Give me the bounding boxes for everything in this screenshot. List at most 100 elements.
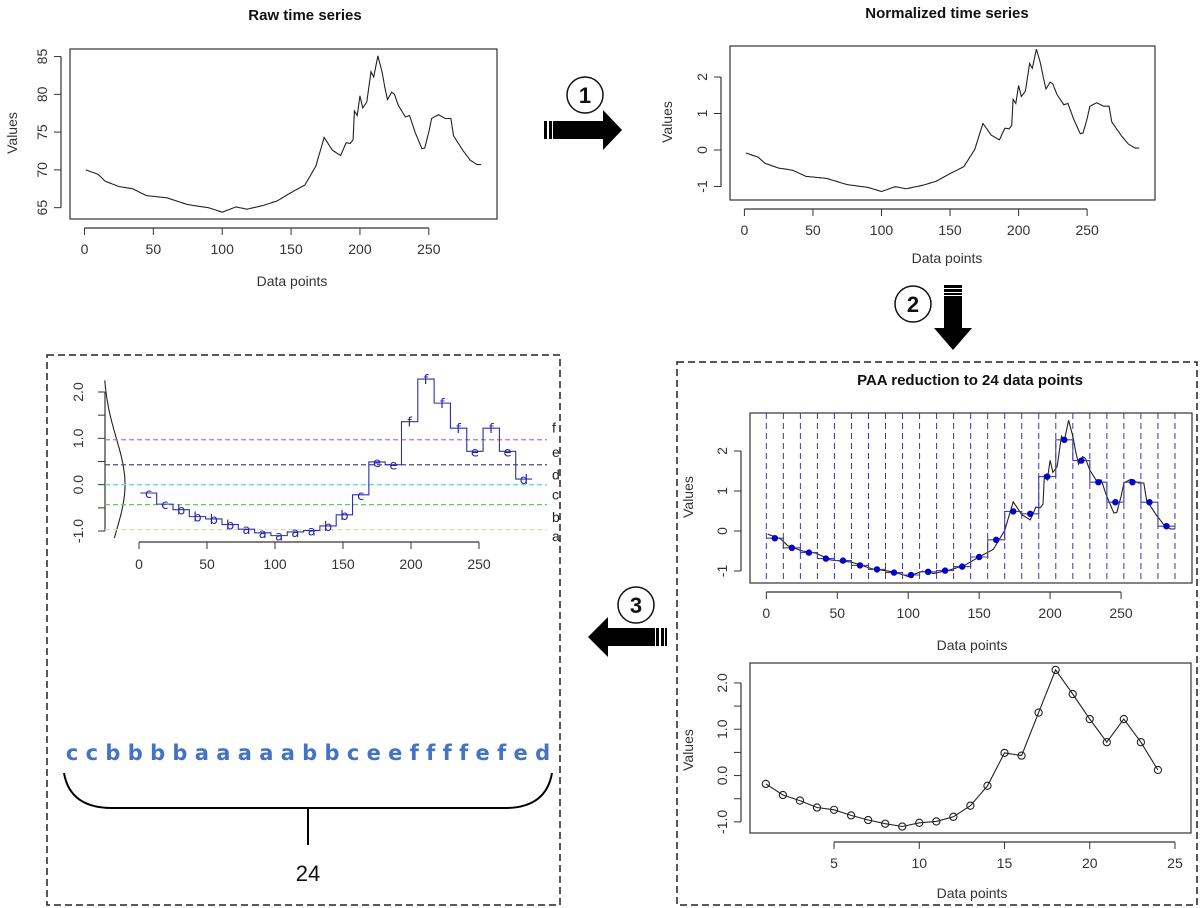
normalized-x-tick-label: 0 <box>740 222 748 238</box>
normalized-axes: 0 50 100 150 200 250 -1 0 1 2 <box>694 45 1156 238</box>
points-axes: 5 10 15 20 25 -1.0 0.0 1.0 2.0 <box>714 662 1192 871</box>
paa-point <box>1146 499 1153 506</box>
paa-chart-title: PAA reduction to 24 data points <box>857 372 1083 389</box>
paa-value-point <box>1000 748 1009 758</box>
raw-y-tick-label: 65 <box>34 200 50 216</box>
paa-value-point <box>795 796 805 805</box>
right-arrow-icon <box>556 110 622 150</box>
alphabet-label: b <box>552 509 560 525</box>
sax-y-tick-label: 0.0 <box>70 475 86 495</box>
paa-x-tick-label: 50 <box>829 605 845 621</box>
normalized-series-line <box>745 48 1140 193</box>
sax-symbol-label: b <box>226 519 234 534</box>
paa-x-tick-label: 200 <box>1038 605 1062 621</box>
paa-point <box>941 567 949 574</box>
paa-x-tick-label: 100 <box>897 605 921 621</box>
raw-y-tick-label: 80 <box>34 86 50 102</box>
sax-y-tick-label: 1.0 <box>70 428 86 448</box>
alphabet-label: f <box>552 419 556 435</box>
paa-point <box>1044 473 1051 480</box>
normalized-x-tick-label: 100 <box>870 222 894 238</box>
normalized-y-tick-label: -1 <box>694 180 710 193</box>
paa-value-point <box>812 803 822 812</box>
step-1-circle <box>566 76 604 114</box>
sax-x-tick-label: 0 <box>135 556 143 572</box>
paa-x-tick-label: 0 <box>762 605 770 621</box>
paa-value-point <box>1034 708 1043 717</box>
sax-x-tick-label: 50 <box>199 556 215 572</box>
paa-value-point <box>846 811 856 820</box>
sax-symbol-label: a <box>308 525 316 540</box>
sax-step-line <box>140 378 533 537</box>
paa-value-point <box>1068 689 1077 699</box>
points-ylabel: Values <box>680 729 696 771</box>
paa-value-point <box>1051 665 1060 675</box>
paa-point <box>1027 510 1034 517</box>
paa-point <box>958 563 966 570</box>
step-2-arrow: 2 <box>894 285 972 350</box>
normalized-plot-box <box>729 45 1156 201</box>
paa-point <box>907 571 915 579</box>
sax-word: c c b b b b a a a a a b b c e e f f f f … <box>66 741 550 765</box>
paa-x-tick-label: 250 <box>1109 605 1133 621</box>
points-y-tick-label: 1.0 <box>714 719 730 739</box>
paa-point <box>1010 508 1017 515</box>
paa-value-point <box>1119 714 1128 724</box>
sax-y-tick-label: 2.0 <box>70 382 86 402</box>
normalized-chart-title: Normalized time series <box>865 5 1028 22</box>
normalized-x-tick-label: 200 <box>1007 222 1031 238</box>
sax-symbol-label: a <box>291 526 299 541</box>
paa-point <box>890 569 898 576</box>
alphabet-label: d <box>552 467 560 483</box>
sax-x-tick-label: 200 <box>399 556 423 572</box>
paa-value-point <box>983 781 992 790</box>
paa-value-point <box>881 819 890 828</box>
normalized-x-tick-label: 50 <box>805 222 821 238</box>
points-y-tick-label: 0.0 <box>714 766 730 786</box>
raw-plot-box <box>69 48 498 220</box>
normalized-y-tick-label: 1 <box>694 109 710 117</box>
paa-point <box>839 557 847 564</box>
paa-normalized-series-line <box>767 420 1175 578</box>
normalized-y-tick-label: 2 <box>694 73 710 81</box>
paa-y-tick-label: -1 <box>714 565 730 578</box>
points-x-tick-label: 15 <box>997 855 1013 871</box>
paa-value-point <box>1017 751 1026 760</box>
raw-x-tick-label: 100 <box>211 241 235 257</box>
paa-value-point <box>966 801 975 810</box>
step-3-circle <box>617 586 655 624</box>
paa-point <box>1163 523 1170 530</box>
paa-point <box>771 535 779 542</box>
normalized-y-tick-label: 0 <box>694 146 710 154</box>
normalized-x-tick-label: 250 <box>1075 222 1099 238</box>
paa-value-point <box>898 822 907 831</box>
down-arrow-icon <box>934 296 972 350</box>
paa-point <box>805 549 813 556</box>
left-arrow-icon <box>588 617 655 657</box>
sax-symbol-label: a <box>275 530 283 545</box>
sax-symbol-label: f <box>407 416 412 431</box>
points-xlabel: Data points <box>937 885 1008 901</box>
sax-panel <box>46 354 561 906</box>
paa-values-line <box>765 668 1159 828</box>
raw-ylabel: Values <box>4 112 20 154</box>
alphabet-label: c <box>552 487 559 503</box>
points-x-tick-label: 20 <box>1082 855 1098 871</box>
paa-value-point <box>949 812 958 821</box>
points-plot-box <box>749 662 1192 834</box>
sax-axes: 0 50 100 150 200 250 -1.0 0.0 1.0 2.0 <box>70 382 491 572</box>
points-x-tick-label: 5 <box>830 855 838 871</box>
sax-symbol-label: c <box>161 498 168 513</box>
sax-symbol-label: b <box>193 511 201 526</box>
normalized-ylabel: Values <box>659 101 675 143</box>
paa-step-line <box>766 439 1175 576</box>
paa-point <box>975 553 983 561</box>
raw-x-tick-label: 50 <box>146 241 162 257</box>
sax-symbol-label: d <box>520 473 528 488</box>
raw-chart-title: Raw time series <box>248 7 361 24</box>
sax-symbol-label: f <box>489 422 494 437</box>
raw-y-tick-label: 85 <box>34 49 50 65</box>
sax-symbol-label: a <box>242 523 250 538</box>
paa-point <box>822 555 830 562</box>
paa-ylabel: Values <box>680 476 696 518</box>
